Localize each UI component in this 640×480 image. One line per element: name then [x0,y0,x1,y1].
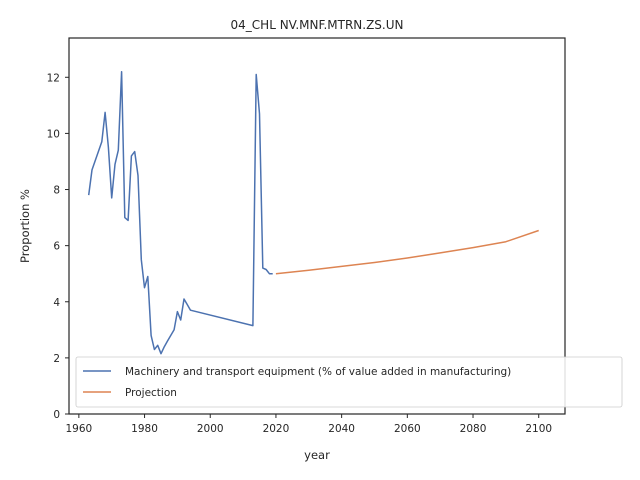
y-axis-label: Proportion % [18,189,32,263]
y-tick-label: 8 [53,185,60,197]
series-line-machinery [87,70,273,355]
x-axis-label: year [304,448,330,462]
x-tick-label: 2020 [263,423,290,435]
plot-frame [68,37,566,415]
chart-title: 04_CHL NV.MNF.MTRN.ZS.UN [231,18,404,32]
x-tick-label: 2100 [525,423,552,435]
x-tick-label: 2040 [328,423,355,435]
x-axis: 1960 1980 2000 2020 2040 2060 2080 2100 [65,414,552,435]
legend-box [75,356,623,408]
x-tick-label: 1960 [65,423,92,435]
legend-label-machinery: Machinery and transport equipment (% of … [125,366,511,378]
y-tick-label: 12 [47,72,60,84]
y-tick-label: 4 [53,297,60,309]
series-line-projection [275,229,539,275]
x-tick-label: 2000 [197,423,224,435]
y-tick-label: 0 [53,409,60,421]
x-tick-label: 2060 [394,423,421,435]
y-tick-label: 2 [53,353,60,365]
x-tick-label: 1980 [131,423,158,435]
plot-series [87,70,539,355]
y-tick-label: 10 [47,128,60,140]
y-axis: 0 2 4 6 8 10 12 [47,72,69,421]
x-tick-label: 2080 [460,423,487,435]
y-tick-label: 6 [53,241,60,253]
legend: Machinery and transport equipment (% of … [75,356,623,408]
legend-label-projection: Projection [125,387,177,399]
